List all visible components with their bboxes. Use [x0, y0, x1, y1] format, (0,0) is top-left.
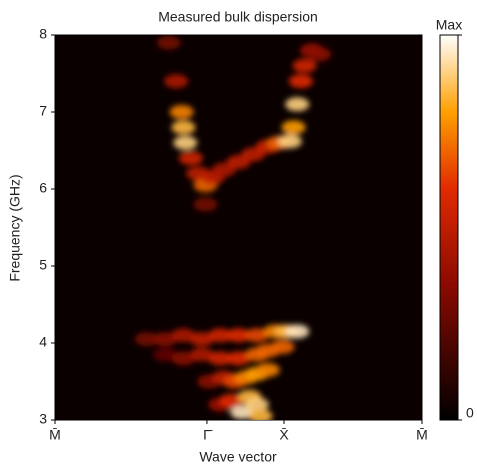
heat-spot: [270, 339, 295, 354]
heat-spot: [285, 324, 310, 339]
heat-spot: [208, 351, 233, 366]
heat-spot: [189, 347, 214, 362]
heat-spot: [248, 409, 273, 420]
heat-spot: [171, 351, 196, 366]
heat-spot: [134, 332, 159, 347]
y-tick-label: 5: [39, 257, 47, 273]
colorbar-label: 0: [466, 405, 474, 421]
heat-spot: [169, 105, 194, 119]
heat-spot: [208, 328, 233, 343]
y-tick-label: 8: [39, 26, 47, 42]
x-tick-label: M̄: [49, 427, 61, 443]
heat-spot: [285, 97, 310, 112]
y-axis-label: Frequency (GHz): [7, 174, 23, 281]
heat-spot: [153, 332, 178, 347]
chart-title: Measured bulk dispersion: [158, 9, 318, 25]
heat-spot: [244, 328, 269, 343]
heat-spot: [156, 35, 181, 50]
colorbar-label: Max: [436, 17, 462, 33]
heat-spot: [178, 151, 203, 166]
heat-spot: [226, 328, 251, 343]
heat-spot: [255, 362, 280, 377]
heat-spot: [171, 328, 196, 343]
heat-spot: [193, 197, 218, 212]
heat-spot: [164, 74, 189, 89]
y-tick-label: 4: [39, 334, 47, 350]
x-tick-label: M̄: [416, 427, 428, 443]
heat-spot: [219, 393, 244, 408]
heat-spot: [292, 58, 317, 73]
y-tick-label: 7: [39, 103, 47, 119]
heat-layer: [134, 35, 332, 420]
heat-spot: [288, 74, 313, 89]
x-tick-label: Γ̄: [203, 427, 213, 443]
heat-spot: [244, 397, 269, 412]
y-tick-label: 6: [39, 180, 47, 196]
x-tick-label: X̄: [279, 427, 289, 443]
colorbar: [439, 34, 459, 421]
heat-spot: [226, 351, 251, 366]
x-axis-label: Wave vector: [199, 449, 277, 465]
heat-spot: [307, 47, 332, 62]
heat-spot: [281, 120, 306, 135]
heat-spot: [277, 134, 302, 149]
heat-spot: [173, 135, 198, 150]
heat-spot: [171, 120, 196, 135]
heat-spot: [189, 332, 214, 347]
heat-spot: [153, 347, 178, 362]
y-tick-label: 3: [39, 411, 47, 427]
